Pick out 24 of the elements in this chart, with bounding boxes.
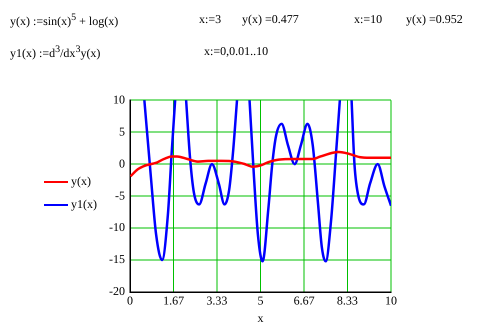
x-tick-label: 8.33 bbox=[336, 293, 358, 308]
y-tick-label: -5 bbox=[115, 188, 125, 202]
text: y(x) =0.952 bbox=[406, 12, 463, 27]
y-tick-label: -15 bbox=[109, 252, 125, 266]
y-tick-label: -20 bbox=[109, 284, 125, 298]
legend-label: y(x) bbox=[71, 174, 91, 189]
x-tick-label: 10 bbox=[385, 293, 397, 308]
x-tick-label: 3.33 bbox=[206, 293, 228, 308]
text: y1(x) :=d$^{3}$/dx$^{3}$y(x) bbox=[10, 44, 100, 61]
y-tick-label: 5 bbox=[119, 124, 125, 138]
text: y(x) =0.477 bbox=[242, 12, 299, 27]
x-tick-label: 5 bbox=[258, 293, 264, 308]
y-tick-label: -10 bbox=[109, 220, 125, 234]
x-axis-title: x bbox=[258, 310, 264, 325]
text: x:=0,0.01..10 bbox=[204, 44, 268, 59]
x-tick-label: 6.67 bbox=[294, 293, 315, 308]
text: y(x) :=sin(x)$^{5}$ + log(x) bbox=[10, 12, 118, 29]
legend-label: y1(x) bbox=[71, 197, 97, 212]
text: x:=10 bbox=[354, 12, 382, 27]
y-tick-label: 10 bbox=[113, 92, 125, 106]
line-series bbox=[130, 150, 391, 178]
y-tick-label: 0 bbox=[119, 156, 125, 170]
text: x:=3 bbox=[199, 12, 222, 27]
x-tick-label: 1.67 bbox=[163, 293, 184, 308]
